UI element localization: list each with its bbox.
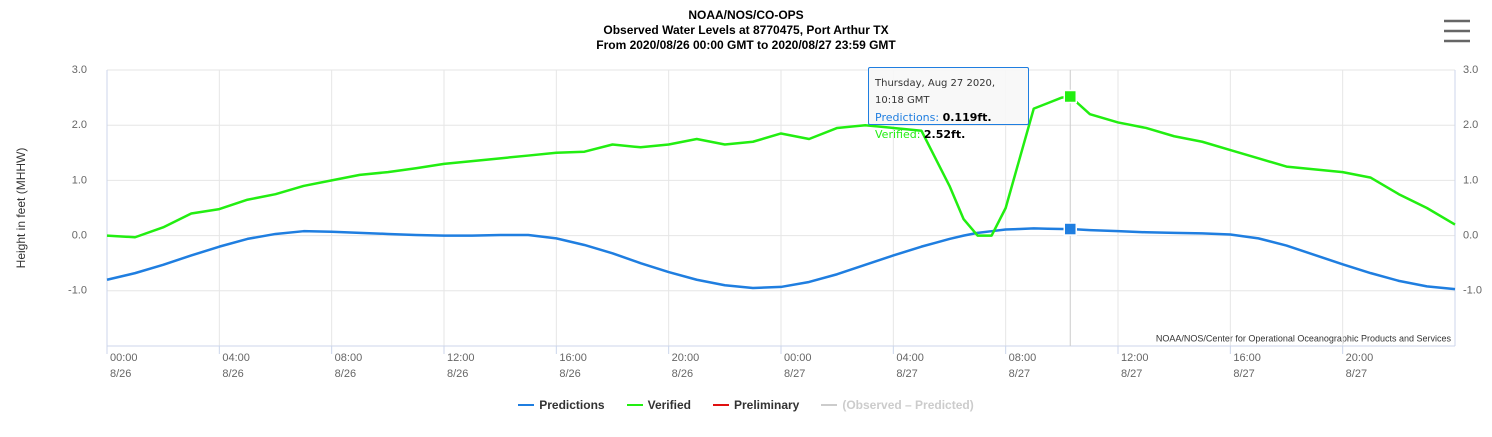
x-tick-label: 04:00 8/26 bbox=[222, 352, 250, 380]
tooltip-row: Predictions: 0.119ft. bbox=[875, 109, 1022, 126]
x-tick-label: 08:00 8/26 bbox=[334, 352, 363, 380]
series-line bbox=[106, 95, 1456, 239]
x-tick-label: 12:00 8/26 bbox=[447, 352, 475, 380]
legend-swatch bbox=[518, 404, 535, 406]
legend-item[interactable]: Predictions bbox=[518, 398, 605, 412]
legend-label: Predictions bbox=[539, 398, 605, 412]
legend-item[interactable]: (Observed – Predicted) bbox=[821, 398, 974, 412]
x-tick-label: 00:00 8/26 bbox=[110, 352, 138, 380]
legend-item[interactable]: Verified bbox=[626, 398, 691, 412]
y-tick-label: 0.0 bbox=[72, 230, 87, 242]
tooltip-header: Thursday, Aug 27 2020, 10:18 GMT bbox=[875, 78, 996, 106]
y-axis-label: Height in feet (MHHW) bbox=[14, 148, 28, 269]
credits: NOAA/NOS/Center for Operational Oceanogr… bbox=[1156, 333, 1452, 343]
chart-subtitle: Observed Water Levels at 8770475, Port A… bbox=[603, 23, 889, 37]
tooltip-label: Predictions: bbox=[875, 111, 940, 124]
x-tick-label: 08:00 8/27 bbox=[1008, 352, 1037, 380]
chart-subtitle: From 2020/08/26 00:00 GMT to 2020/08/27 … bbox=[596, 38, 896, 52]
tooltip-marker bbox=[1063, 222, 1078, 236]
x-tick-label: 04:00 8/27 bbox=[896, 352, 924, 380]
legend-swatch bbox=[626, 404, 643, 406]
menu-button[interactable] bbox=[1440, 16, 1472, 46]
x-tick-label: 16:00 8/26 bbox=[559, 352, 587, 380]
x-tick-label: 20:00 8/27 bbox=[1345, 352, 1374, 380]
y-tick-label: -1.0 bbox=[68, 285, 87, 297]
y-tick-label: 1.0 bbox=[72, 174, 87, 186]
y2-tick-label: -1.0 bbox=[1463, 285, 1482, 297]
x-tick-label: 00:00 8/27 bbox=[784, 352, 812, 380]
y2-tick-label: 2.0 bbox=[1463, 119, 1478, 131]
y2-tick-label: 0.0 bbox=[1463, 230, 1478, 242]
legend-label: Preliminary bbox=[733, 398, 800, 412]
y-tick-label: 3.0 bbox=[72, 64, 87, 76]
x-tick-label: 12:00 8/27 bbox=[1121, 352, 1149, 380]
x-tick-label: 16:00 8/27 bbox=[1233, 352, 1261, 380]
y2-tick-label: 1.0 bbox=[1463, 174, 1478, 186]
tooltip-row: Verified: 2.52ft. bbox=[875, 126, 1022, 143]
legend-swatch bbox=[712, 404, 729, 406]
legend-label: Verified bbox=[647, 398, 691, 412]
tooltip-marker bbox=[1063, 89, 1078, 104]
tooltip-value: 2.52ft. bbox=[923, 128, 966, 141]
tooltip-value: 0.119ft. bbox=[942, 111, 992, 124]
y-tick-label: 2.0 bbox=[72, 119, 87, 131]
legend: Predictions Verified Preliminary (Observed … bbox=[0, 398, 1492, 412]
legend-label: (Observed – Predicted) bbox=[842, 398, 974, 412]
series-line bbox=[106, 227, 1456, 291]
tooltip: Thursday, Aug 27 2020, 10:18 GMT Predict… bbox=[868, 67, 1029, 141]
y2-tick-label: 3.0 bbox=[1463, 64, 1478, 76]
tooltip-label: Verified: bbox=[875, 128, 921, 141]
x-tick-label: 20:00 8/26 bbox=[671, 352, 700, 380]
legend-swatch bbox=[821, 404, 838, 406]
legend-item[interactable]: Preliminary bbox=[712, 398, 800, 412]
chart-title: NOAA/NOS/CO-OPS bbox=[688, 8, 804, 22]
